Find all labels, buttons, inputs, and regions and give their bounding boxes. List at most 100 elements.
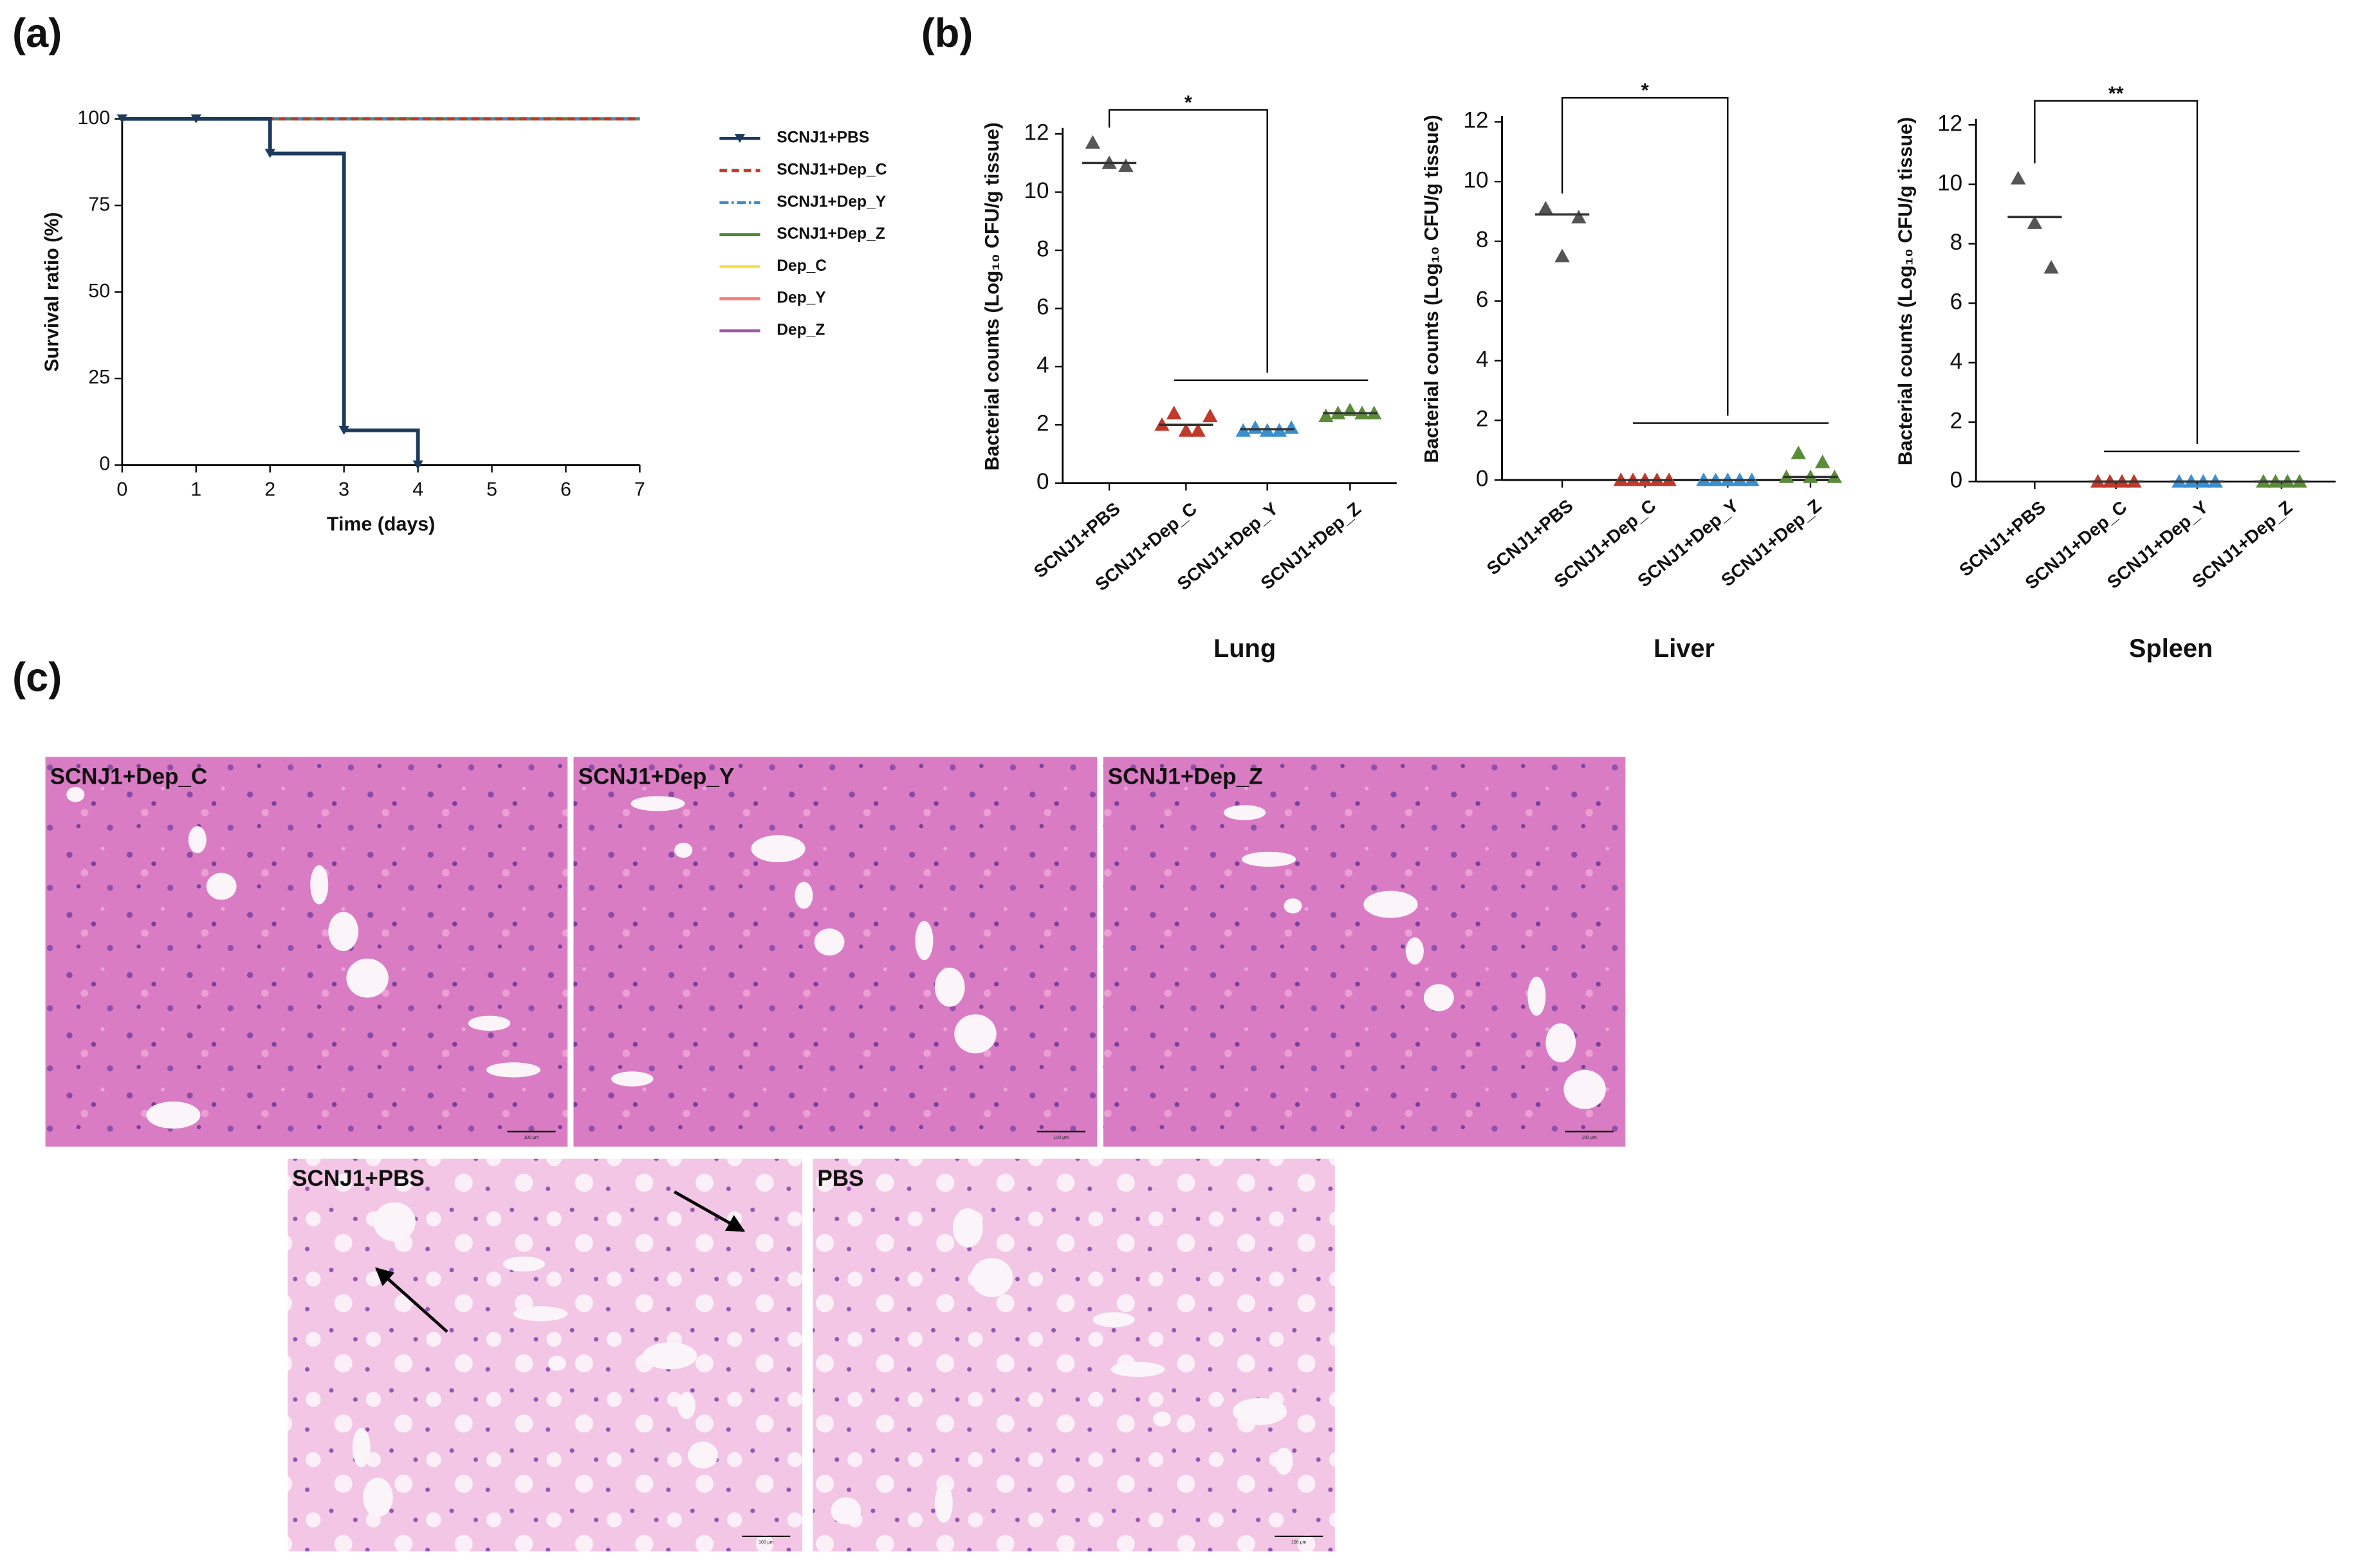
data-point (1166, 405, 1182, 420)
data-point (1085, 135, 1101, 149)
legend-marker (734, 134, 746, 143)
x-axis-label: Liver (1654, 634, 1715, 663)
alveolar-space (188, 826, 207, 854)
histology-image (813, 1158, 1335, 1552)
legend-label: SCNJ1+Dep_Z (777, 225, 885, 243)
significance-bracket (1108, 109, 1268, 373)
alveolar-space (502, 1256, 546, 1272)
data-point (1554, 248, 1570, 263)
alveolar-space (934, 1484, 953, 1523)
y-tick-label: 10 (1463, 167, 1488, 192)
x-axis-label: Lung (1213, 634, 1276, 663)
y-tick-label: 0 (1476, 466, 1489, 491)
alveolar-space (954, 1014, 997, 1054)
panel-label: (b) (921, 11, 973, 56)
data-point (1284, 420, 1299, 434)
y-tick-label: 50 (88, 280, 110, 302)
alveolar-space (1363, 890, 1418, 918)
y-tick-label: 4 (1950, 349, 1963, 374)
marker (412, 460, 423, 470)
y-tick-label: 6 (1476, 287, 1489, 312)
y-tick-label: 6 (1950, 290, 1963, 315)
alveolar-space (352, 1428, 371, 1468)
image-label: SCNJ1+Dep_Z (1108, 764, 1263, 789)
x-tick-label: 6 (560, 478, 571, 500)
scale-label: 100 μm (1581, 1136, 1597, 1140)
alveolar-space (1241, 851, 1296, 867)
alveolar-space (970, 1258, 1013, 1298)
alveolar-space (814, 928, 845, 956)
data-point (2011, 171, 2026, 185)
significance-label: * (1185, 91, 1192, 113)
y-tick-label: 2 (1037, 411, 1049, 436)
x-tick-label: 2 (264, 478, 275, 500)
alveolar-space (66, 787, 85, 802)
x-tick-label: 0 (116, 478, 127, 500)
data-point (1248, 420, 1263, 434)
y-axis-label: Survival ratio (%) (41, 212, 62, 372)
marker (190, 114, 201, 124)
y-tick-label: 4 (1037, 353, 1049, 378)
data-point (1318, 409, 1334, 423)
survival-line (122, 116, 420, 465)
data-point (1190, 423, 1206, 437)
legend-label: SCNJ1+Dep_Y (777, 193, 886, 210)
y-axis-label: Bacterial counts (Log₁₀ CFU/g tissue) (1421, 115, 1443, 463)
scale-label: 100 μm (1053, 1136, 1069, 1140)
scale-label: 100 μm (759, 1540, 774, 1545)
significance-label: * (1641, 80, 1649, 102)
alveolar-space (751, 835, 806, 863)
y-tick-label: 8 (1037, 236, 1049, 261)
y-tick-label: 2 (1476, 407, 1489, 432)
x-tick-label: 1 (190, 478, 201, 500)
alveolar-space (934, 967, 965, 1007)
alveolar-space (688, 1441, 718, 1469)
alveolar-space (1545, 1023, 1576, 1063)
marker (264, 149, 275, 158)
data-point (2027, 215, 2043, 229)
y-tick-label: 0 (1037, 469, 1049, 494)
y-tick-label: 10 (1024, 178, 1049, 203)
alveolar-space (363, 1477, 393, 1517)
significance-label: ** (2108, 82, 2124, 104)
alveolar-space (1275, 1447, 1293, 1475)
legend-label: SCNJ1+Dep_C (777, 161, 887, 178)
alveolar-space (831, 1497, 862, 1525)
y-tick-label: 6 (1037, 295, 1049, 320)
alveolar-space (373, 1202, 416, 1242)
x-tick-label: 5 (486, 478, 497, 500)
y-tick-label: 100 (77, 107, 110, 129)
alveolar-space (513, 1306, 568, 1322)
x-tick-label: 4 (412, 478, 423, 500)
alveolar-space (206, 872, 237, 900)
marker (116, 114, 128, 124)
arrow (674, 1190, 746, 1233)
alveolar-space (146, 1101, 201, 1129)
y-tick-label: 0 (99, 453, 110, 475)
y-tick-label: 12 (1463, 108, 1488, 133)
image-label: PBS (817, 1166, 863, 1191)
data-point (1178, 423, 1194, 437)
alveolar-space (1111, 1361, 1165, 1377)
y-tick-label: 75 (88, 193, 110, 215)
legend-label: Dep_Y (777, 290, 825, 307)
y-axis-label: Bacterial counts (Log₁₀ CFU/g tissue) (981, 122, 1003, 470)
alveolar-space (1423, 984, 1454, 1011)
y-tick-label: 25 (88, 366, 110, 388)
image-label: SCNJ1+Dep_C (50, 764, 208, 789)
legend-label: Dep_C (777, 257, 827, 275)
data-point (2043, 260, 2059, 274)
alveolar-space (631, 796, 685, 811)
significance-bracket (1561, 97, 1729, 416)
y-tick-label: 12 (1024, 120, 1049, 145)
y-tick-label: 4 (1476, 347, 1489, 372)
alveolar-space (1405, 937, 1424, 965)
alveolar-space (486, 1062, 541, 1078)
x-axis-label: Time (days) (327, 513, 435, 535)
data-point (1118, 158, 1134, 172)
alveolar-space (1232, 1397, 1287, 1425)
alveolar-space (1152, 1411, 1171, 1427)
alveolar-space (468, 1015, 511, 1031)
alveolar-space (548, 1356, 566, 1371)
alveolar-space (310, 865, 329, 905)
